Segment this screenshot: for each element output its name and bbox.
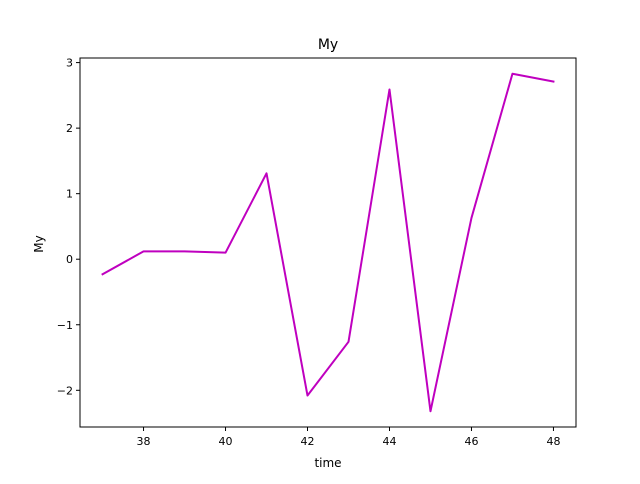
x-tick-label: 48 <box>546 435 560 448</box>
y-tick-label: 2 <box>66 122 73 135</box>
axes: 38 40 42 44 46 48 −2 −1 0 1 2 3 <box>57 57 577 448</box>
y-tick-label: −1 <box>57 319 73 332</box>
plot-frame <box>79 57 577 428</box>
x-tick-label: 44 <box>382 435 396 448</box>
x-axis-label: time <box>314 456 341 470</box>
y-tick-label: 0 <box>66 253 73 266</box>
x-tick-label: 40 <box>219 435 233 448</box>
x-tick-label: 42 <box>301 435 315 448</box>
series-line <box>101 72 555 413</box>
chart-title: My <box>318 37 338 53</box>
y-tick-label: 1 <box>66 188 73 201</box>
x-tick-label: 38 <box>137 435 151 448</box>
y-tick-label: 3 <box>66 57 73 70</box>
y-tick-label: −2 <box>57 384 73 397</box>
y-axis-label: My <box>32 235 46 252</box>
x-tick-label: 46 <box>464 435 478 448</box>
plot-area <box>101 72 555 413</box>
